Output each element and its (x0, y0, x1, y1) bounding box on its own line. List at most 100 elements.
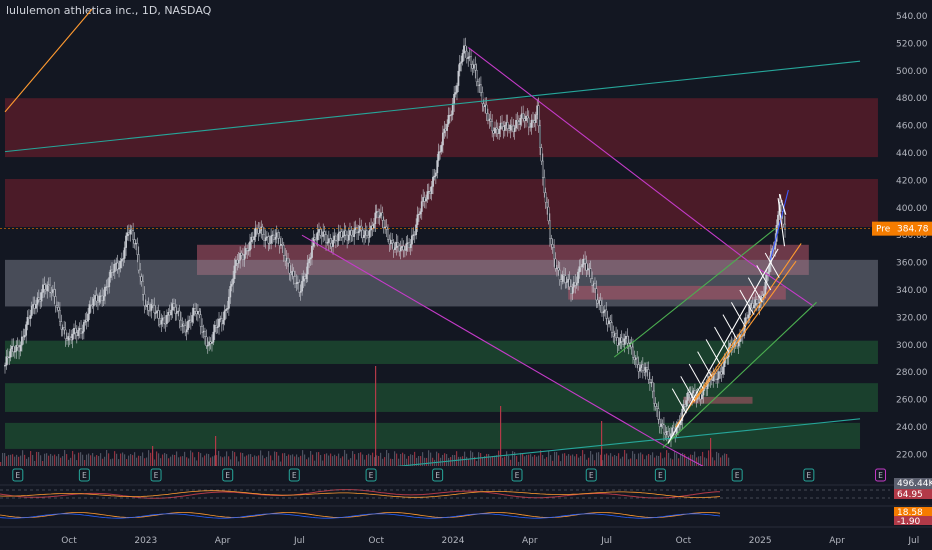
volume-bar (170, 456, 172, 466)
volume-bar (594, 460, 596, 466)
candle-body (106, 286, 109, 288)
volume-bar (10, 454, 12, 466)
candle-body (75, 332, 78, 337)
candle-body (564, 275, 567, 283)
candle-body (609, 320, 612, 323)
candle-body (164, 323, 167, 325)
candle-body (658, 419, 661, 427)
candle-body (182, 323, 185, 327)
volume-bar (582, 450, 584, 466)
flag-hatch (722, 314, 738, 340)
volume-bar (154, 459, 156, 466)
candle-body (425, 198, 427, 202)
candle-body (751, 303, 754, 309)
volume-bar (474, 456, 476, 466)
volume-bar (100, 453, 102, 466)
candle-body (375, 211, 378, 214)
candle-body (206, 345, 209, 347)
volume-bar (602, 460, 604, 466)
y-tick-label: 500.00 (896, 67, 928, 77)
candle-body (163, 317, 166, 324)
volume-bar (288, 454, 290, 466)
candle-body (767, 271, 770, 274)
candle-body (509, 124, 512, 131)
candle-body (394, 247, 396, 250)
indicator2-line-blue (0, 513, 721, 519)
trend-line-green_line-8 (662, 301, 817, 448)
volume-bar (532, 456, 534, 466)
volume-bar (64, 450, 66, 466)
volume-bar (722, 455, 724, 466)
volume-bar (424, 457, 426, 466)
candle-body (50, 291, 53, 294)
candle-body (201, 326, 204, 333)
candle-body (237, 260, 240, 264)
candle-body (263, 234, 265, 241)
candle-body (717, 371, 720, 379)
candle-body (388, 239, 391, 245)
candle-body (227, 296, 230, 309)
earnings-marker-icon (654, 468, 666, 482)
candle-body (389, 240, 392, 245)
volume-bar (542, 455, 544, 466)
candle-body (47, 284, 50, 286)
candle-body (240, 252, 243, 256)
candle-body (578, 266, 581, 273)
candle-body (33, 304, 36, 309)
candle-body (592, 283, 595, 286)
volume-bar (486, 453, 488, 466)
volume-bar (350, 458, 352, 466)
volume-bar (292, 454, 294, 466)
volume-bar (206, 453, 208, 466)
candle-body (254, 227, 257, 237)
candle-body (748, 305, 751, 316)
y-tick-label: 460.00 (896, 122, 928, 132)
candle-body (612, 332, 615, 337)
volume-bar (368, 453, 370, 466)
candle-body (650, 382, 653, 384)
volume-bar (14, 456, 16, 466)
volume-bar (430, 452, 432, 466)
candle-body (222, 319, 225, 325)
volume-bar (128, 455, 130, 466)
volume-bar (174, 455, 176, 466)
volume-bar (98, 456, 100, 466)
candle-body (712, 374, 715, 381)
flag-hatch (714, 326, 729, 352)
candle-body (561, 274, 564, 282)
candle-body (302, 276, 305, 282)
chart-title: lululemon athletica inc., 1D, NASDAQ (6, 4, 212, 17)
candle-body (298, 282, 301, 293)
volume-spike-3 (500, 406, 502, 466)
candle-body (288, 262, 291, 274)
candle-body (784, 223, 786, 230)
volume-bar (642, 454, 644, 466)
candle-body (746, 317, 748, 319)
candle-body (180, 319, 182, 327)
candle-body (625, 336, 627, 339)
candle-body (454, 92, 457, 95)
candle-body (264, 237, 267, 241)
volume-bar (216, 455, 218, 466)
candle-body (271, 234, 274, 237)
volume-bar (386, 450, 388, 466)
candle-body (427, 191, 430, 193)
candle-body (591, 278, 594, 286)
volume-bar (338, 453, 340, 466)
volume-bar (268, 451, 270, 466)
candle-body (648, 379, 651, 383)
candle-body (413, 234, 416, 236)
candle-body (480, 84, 482, 93)
volume-bar (198, 451, 200, 466)
candle-body (465, 50, 468, 59)
candle-body (334, 235, 337, 241)
candle-body (402, 245, 405, 251)
candle-body (84, 319, 87, 323)
volume-bar (150, 452, 152, 466)
candle-body (223, 310, 226, 321)
candle-body (643, 370, 646, 373)
volume-bar (658, 456, 660, 466)
volume-bar (16, 454, 18, 466)
volume-bar (204, 455, 206, 466)
